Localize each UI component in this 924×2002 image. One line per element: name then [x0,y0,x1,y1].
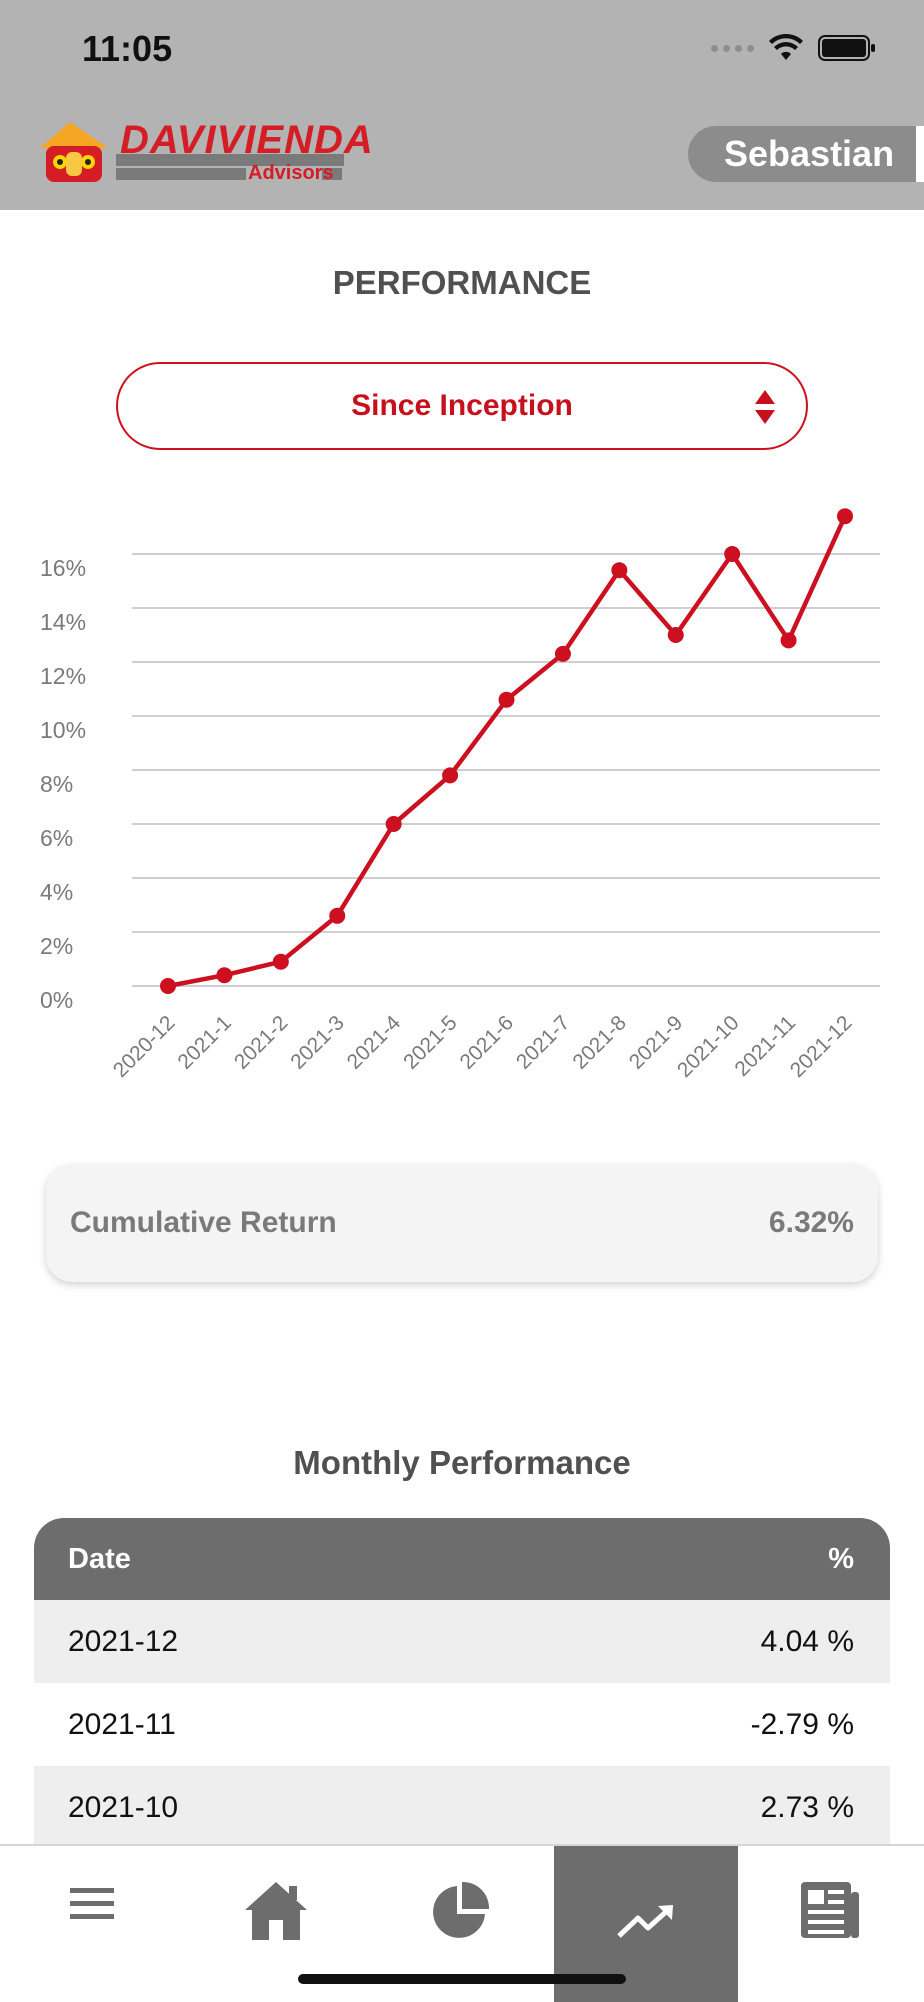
row-date: 2021-12 [68,1624,179,1658]
tab-menu[interactable] [0,1846,184,2002]
row-date: 2021-11 [68,1707,176,1741]
y-tick-label: 16% [40,555,86,581]
x-tick-label: 2021-8 [568,1011,631,1074]
x-tick-label: 2021-5 [399,1011,462,1074]
news-icon [801,1882,859,1938]
performance-line-chart: 0%2%4%6%8%10%12%14%16%2020-122021-12021-… [40,508,880,1082]
user-pill-edge [916,126,924,182]
x-tick-label: 2021-12 [786,1011,857,1082]
data-point [780,632,797,649]
data-point [837,508,853,525]
tab-home[interactable] [184,1846,368,2002]
row-percent: 2.73 % [760,1790,854,1824]
row-percent: 4.04 % [760,1624,854,1658]
table-row: 2021-10 2.73 % [34,1766,890,1849]
data-point [216,967,233,984]
table-row: 2021-12 4.04 % [34,1600,890,1683]
series-line [167,515,848,989]
home-indicator [298,1974,626,1984]
cumulative-return-card: Cumulative Return 6.32% [46,1164,878,1282]
logo-house-icon [40,122,344,182]
x-tick-label: 2021-1 [173,1011,236,1074]
x-tick-label: 2021-4 [343,1011,406,1074]
x-tick-label: 2021-10 [673,1011,744,1082]
period-select-value: Since Inception [351,389,573,422]
bottom-tab-bar [0,1844,924,2002]
battery-icon [818,35,875,61]
sort-arrows-icon [755,390,775,424]
user-name-button[interactable]: Sebastian [688,126,924,182]
trend-icon [617,1905,673,1938]
y-tick-label: 8% [40,771,73,797]
data-point [160,978,176,994]
data-point [498,691,515,708]
monthly-performance-table: Date % 2021-12 4.04 % 2021-11 -2.79 % 20… [34,1518,890,1849]
column-date: Date [68,1542,131,1575]
data-point [667,627,684,643]
user-name: Sebastian [724,133,895,174]
monthly-performance-title: Monthly Performance [293,1444,631,1481]
status-time: 11:05 [82,28,173,69]
y-tick-label: 4% [40,879,73,905]
table-header: Date % [34,1518,890,1600]
y-tick-label: 14% [40,609,86,635]
data-point [724,546,741,562]
x-tick-label: 2021-2 [230,1011,293,1074]
cumulative-return-value: 6.32% [768,1206,854,1239]
y-tick-label: 10% [40,717,86,743]
y-tick-label: 6% [40,825,73,851]
data-point [554,645,571,662]
x-tick-label: 2021-7 [512,1011,575,1074]
menu-icon [70,1888,114,1919]
row-date: 2021-10 [68,1790,179,1824]
home-icon [245,1882,307,1940]
y-tick-label: 12% [40,663,86,689]
page-title: PERFORMANCE [332,264,592,301]
brand-subtitle: Advisors [248,162,334,184]
period-select[interactable]: Since Inception [116,362,808,450]
pie-chart-icon [433,1881,490,1938]
y-tick-label: 2% [40,933,73,959]
table-row: 2021-11 -2.79 % [34,1683,890,1766]
data-point [611,562,628,579]
wifi-icon [769,34,803,60]
data-point [385,816,402,832]
brand-name: DAVIVIENDA [120,118,374,162]
x-tick-label: 2021-3 [286,1011,349,1074]
cumulative-return-label: Cumulative Return [70,1206,337,1239]
data-point [272,953,289,970]
data-point [329,907,346,924]
row-percent: -2.79 % [750,1707,854,1741]
column-percent: % [828,1542,854,1575]
cellular-signal-icon [711,44,754,52]
data-point [442,767,459,784]
status-icons [711,34,876,62]
y-tick-label: 0% [40,987,73,1013]
x-tick-label: 2021-6 [456,1011,519,1074]
tab-portfolio[interactable] [368,1846,552,2002]
tab-news[interactable] [738,1846,922,2002]
davivienda-logo: DAVIVIENDA Advisors [36,118,436,190]
x-tick-label: 2020-12 [109,1011,180,1082]
app-header: 11:05 DAVIVIENDA Advisors [0,0,924,210]
